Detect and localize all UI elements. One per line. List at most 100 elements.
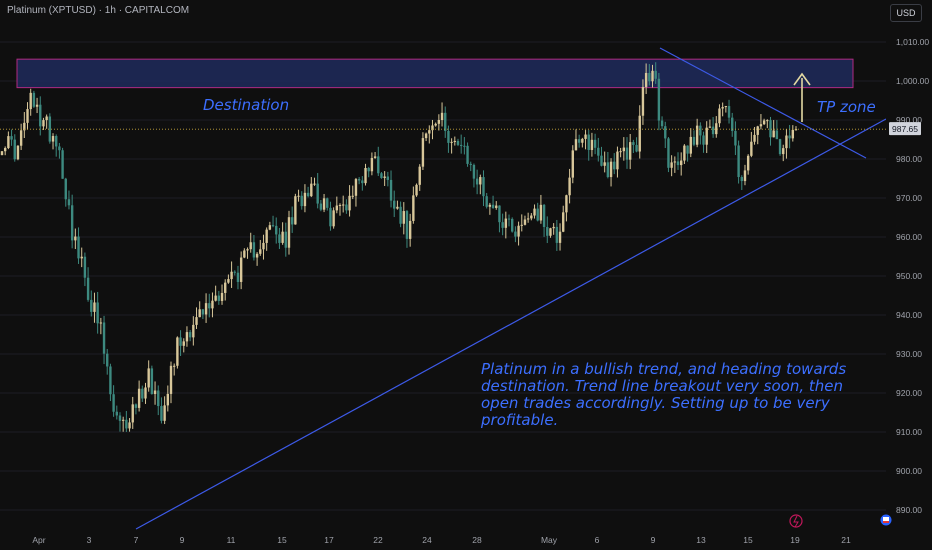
destination-box[interactable] [16,58,854,89]
candle-body [134,404,138,408]
candle-body [294,196,297,225]
candle-body [204,303,208,315]
candle-body [788,135,791,139]
x-tick-label: 3 [87,535,92,545]
candle-body [157,390,160,407]
candle-body [676,161,680,166]
candle-body [584,134,587,139]
y-axis-background [886,0,932,550]
candle-body [447,130,450,143]
candle-body [558,231,562,243]
candle-body [491,204,495,208]
x-tick-label: 13 [696,535,706,545]
candle-body [3,148,7,152]
y-tick-label: 910.00 [896,427,922,437]
candle-body [437,120,441,124]
candle-body [217,295,221,301]
candle-body [530,215,533,219]
x-tick-label: 15 [277,535,287,545]
candle-body [680,160,683,166]
candle-body [319,203,323,210]
candle-body [756,126,759,135]
candle-body [412,195,415,221]
candle-body [364,167,367,184]
candle-body [456,140,460,145]
y-tick-label: 890.00 [896,505,922,515]
y-tick-label: 950.00 [896,271,922,281]
candle-body [482,177,485,197]
candle-body [227,279,230,283]
candle-body [469,163,472,165]
candle-body [772,130,775,138]
candle-body [408,220,412,239]
candle-body [137,388,141,408]
candle-body [651,70,654,82]
candle-body [249,242,252,250]
candle-body [74,236,77,241]
candle-body [233,271,236,273]
candle-body [667,138,670,168]
candle-body [341,204,345,206]
rising-trendline[interactable] [135,118,887,530]
candle-body [322,198,326,210]
candle-body [727,106,731,118]
x-axis[interactable]: Apr 3 7 9 11 15 17 22 24 28 May 6 9 13 15 19 21 [32,535,851,545]
candle-body [495,205,498,208]
candle-body [670,162,673,168]
candle-body [243,250,246,258]
candle-body [498,205,501,223]
falling-trendline[interactable] [659,47,867,159]
candle-body [370,157,374,172]
candle-body [255,253,259,258]
candle-body [759,124,763,127]
candle-body [198,309,201,318]
candle-body [507,218,511,220]
candle-body [686,145,689,154]
candle-body [603,162,606,166]
candle-body [718,108,721,124]
candle-body [297,195,300,197]
candle-body [201,309,205,315]
candle-body [552,226,555,229]
destination-zone[interactable] [16,58,854,89]
candle-body [86,277,90,300]
candle-body [77,236,80,259]
y-tick-label: 1,000.00 [896,76,929,86]
candle-body [275,225,278,235]
candle-body [26,109,29,123]
candle-body [125,419,128,429]
candle-body [252,242,256,258]
analysis-note: Platinum in a bullish trend, and heading… [481,360,847,429]
candle-body [724,106,728,108]
candle-body [453,140,457,142]
y-axis[interactable]: 1,010.00 1,000.00 990.00 980.00 970.00 960.00… [886,0,932,550]
candle-body [762,120,766,125]
candle-body [715,123,718,135]
candle-body [657,78,661,121]
x-tick-label: Apr [32,535,45,545]
y-tick-label: 960.00 [896,232,922,242]
currency-button[interactable]: USD [890,4,922,22]
candle-body [750,141,753,156]
candle-body [568,177,571,196]
candle-body [10,136,13,140]
candle-body [517,225,520,237]
candle-body [377,156,380,174]
candle-body [195,317,198,325]
symbol-title: Platinum (XPTUSD) · 1h · CAPITALCOM [7,5,190,16]
candle-body [705,127,708,145]
x-tick-label: 9 [651,535,656,545]
candle-body [188,332,192,338]
candle-body [424,133,428,139]
trendlines[interactable] [0,47,887,530]
candle-body [555,226,559,243]
candle-body [593,139,597,148]
y-tick-label: 900.00 [896,466,922,476]
candle-body [632,142,635,145]
candle-body [533,208,536,216]
flag-icon[interactable] [880,514,892,526]
lightning-icon[interactable] [789,514,803,528]
candle-body [737,145,740,178]
